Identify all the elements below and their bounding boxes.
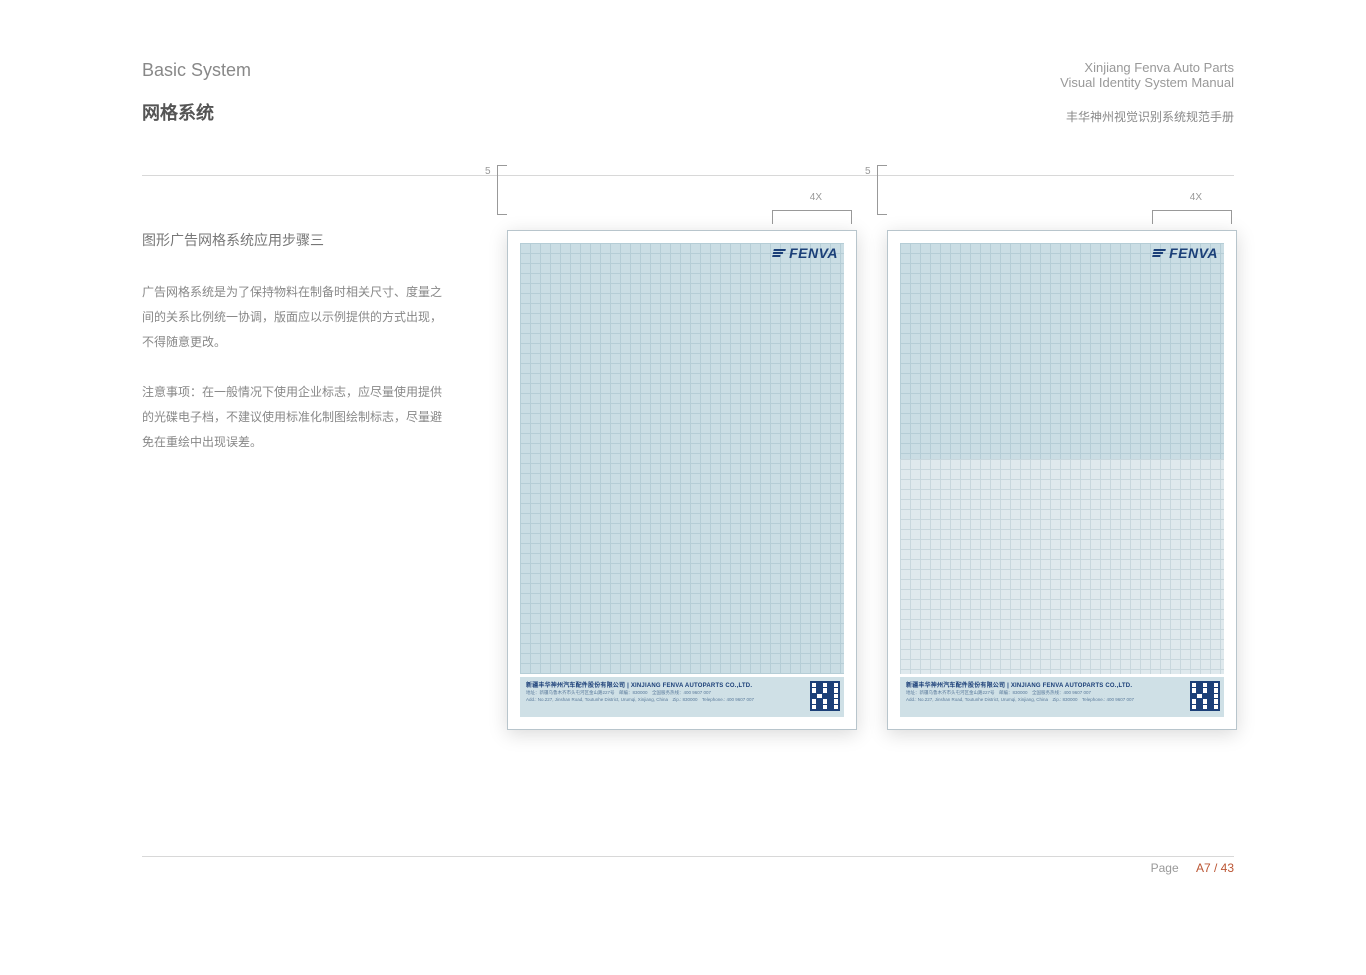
page-footer: Page A7 / 43 [142,856,1234,875]
fenva-logo: FENVA [773,245,838,261]
measure-left-label: 5 [865,166,871,177]
footer-address-cn: 地址：新疆乌鲁木齐市头屯河区金山路227号 邮编：830000 全国服务热线：4… [520,690,844,697]
grid-card: FENVA 新疆丰华神州汽车配件股份有限公司 | XINJIANG FENVA … [887,230,1237,730]
company-name: Xinjiang Fenva Auto Parts [1060,60,1234,75]
section-title: 图形广告网格系统应用步骤三 [142,230,442,250]
manual-name-cn: 丰华神州视觉识别系统规范手册 [1060,108,1234,125]
card-footer: 新疆丰华神州汽车配件股份有限公司 | XINJIANG FENVA AUTOPA… [520,677,844,717]
logo-mark-icon [1152,249,1166,257]
paragraph-2: 注意事项：在一般情况下使用企业标志，应尽量使用提供的光碟电子档，不建议使用标准化… [142,380,442,456]
logo-text: FENVA [1169,245,1218,261]
footer-company: 新疆丰华神州汽车配件股份有限公司 | XINJIANG FENVA AUTOPA… [520,677,844,690]
header-divider [142,175,1234,176]
measure-top-bracket [772,210,852,224]
footer-address-en: Add.: No.227, Jinshan Road, Toutunhe Dis… [900,697,1224,704]
paragraph-1: 广告网格系统是为了保持物料在制备时相关尺寸、度量之间的关系比例统一协调，版面应以… [142,280,442,356]
card-footer: 新疆丰华神州汽车配件股份有限公司 | XINJIANG FENVA AUTOPA… [900,677,1224,717]
measure-left-bracket [497,165,507,215]
description-column: 图形广告网格系统应用步骤三 广告网格系统是为了保持物料在制备时相关尺寸、度量之间… [142,230,442,479]
page-header: Basic System 网格系统 Xinjiang Fenva Auto Pa… [142,60,1234,120]
grid-card: FENVA 新疆丰华神州汽车配件股份有限公司 | XINJIANG FENVA … [507,230,857,730]
section-category: Basic System [142,60,251,81]
logo-mark-icon [772,249,786,257]
measure-top-bracket [1152,210,1232,224]
footer-company: 新疆丰华神州汽车配件股份有限公司 | XINJIANG FENVA AUTOPA… [900,677,1224,690]
page-label: Page [1151,861,1179,875]
manual-name-en: Visual Identity System Manual [1060,75,1234,90]
measure-left-label: 5 [485,166,491,177]
qr-code-icon [1190,681,1220,711]
page-number: A7 / 43 [1196,861,1234,875]
footer-address-cn: 地址：新疆乌鲁木齐市头屯河区金山路227号 邮编：830000 全国服务热线：4… [900,690,1224,697]
fenva-logo: FENVA [1153,245,1218,261]
footer-address-en: Add.: No.227, Jinshan Road, Toutunhe Dis… [520,697,844,704]
page-title: 网格系统 [142,99,251,125]
measure-top-label: 4X [1190,192,1202,203]
grid-area-split [900,243,1224,674]
grid-area [520,243,844,674]
logo-text: FENVA [789,245,838,261]
measure-left-bracket [877,165,887,215]
qr-code-icon [810,681,840,711]
measure-top-label: 4X [810,192,822,203]
